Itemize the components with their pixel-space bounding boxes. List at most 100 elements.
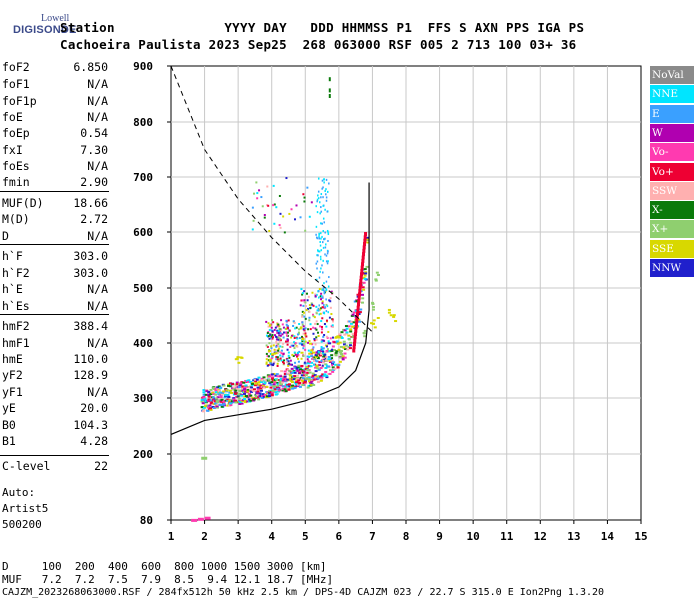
trace-point [219, 386, 223, 389]
spread-point [324, 246, 327, 249]
trace-point [289, 379, 293, 382]
x-tick-label: 11 [500, 530, 514, 543]
xplus-point [214, 393, 218, 396]
spread-point [275, 342, 278, 345]
spread-point [300, 342, 303, 345]
spread-point [277, 349, 280, 352]
trace-point [281, 381, 285, 384]
trace-point [297, 384, 301, 387]
spread-point [316, 293, 318, 296]
spread-point [318, 308, 321, 311]
trace-point [325, 374, 329, 377]
trace-point [336, 366, 340, 369]
param-name: h`E [2, 282, 23, 296]
spread-point [304, 229, 307, 232]
spread-point [325, 288, 328, 291]
trace-point [218, 403, 222, 406]
spread-point [275, 349, 278, 352]
trace-point [239, 401, 243, 404]
trace-point [258, 392, 262, 395]
spread-point [265, 361, 268, 364]
spread-point [280, 352, 283, 355]
spread-point [298, 328, 301, 331]
xplus-point [339, 345, 343, 348]
spread-point [279, 226, 282, 229]
trace-point [332, 349, 336, 352]
xplus-point [371, 308, 375, 311]
trace-point [249, 380, 253, 383]
sse-point [373, 326, 377, 329]
spread-point [321, 306, 324, 309]
trace-point [337, 364, 341, 367]
trace-point [224, 399, 228, 402]
spread-point [276, 362, 279, 365]
trace-point [264, 379, 268, 382]
vo-plus-column [353, 338, 357, 343]
trace-point [212, 388, 216, 391]
spread-point [265, 352, 268, 355]
vo-plus-column [362, 245, 366, 250]
trace-point [294, 383, 298, 386]
low-point [197, 517, 204, 521]
spread-point [295, 326, 298, 329]
spread-point [302, 304, 305, 307]
trace-point [320, 374, 324, 377]
trace-point [259, 389, 263, 392]
trace-point [366, 241, 370, 244]
xplus-point [374, 278, 378, 281]
y-tick-label: 200 [133, 448, 153, 461]
xplus-point [362, 332, 366, 335]
trace-point [241, 399, 245, 402]
spread-point [325, 298, 327, 301]
spread-point [316, 200, 318, 203]
sse-point [392, 315, 396, 318]
trace-point [209, 402, 213, 405]
spread-point [280, 359, 283, 362]
spread-point [312, 326, 315, 329]
trace-point [250, 388, 254, 391]
trace-point [202, 410, 206, 413]
spread-point [266, 185, 269, 188]
spread-point [272, 321, 275, 324]
spread-point [319, 325, 322, 328]
trace-point [343, 333, 347, 336]
trace-point [214, 387, 218, 390]
spread-point [324, 231, 326, 234]
x-tick-label: 6 [336, 530, 343, 543]
trace-point [306, 355, 310, 358]
spread-point [268, 337, 271, 340]
spread-point [325, 178, 328, 181]
spread-point [321, 235, 323, 238]
param-value: N/A [87, 229, 108, 243]
trace-point [338, 333, 342, 336]
spread-point [317, 334, 320, 337]
trace-point [334, 354, 338, 357]
trace-point [340, 337, 344, 340]
vo-plus-column [362, 248, 366, 253]
trace-point [247, 386, 251, 389]
sse-point [270, 353, 274, 356]
trace-point [265, 392, 269, 395]
spread-point [320, 249, 323, 252]
trace-point [325, 349, 329, 352]
trace-point [266, 374, 270, 377]
param-value: 104.3 [73, 418, 108, 432]
spread-point [328, 182, 330, 185]
trace-point [333, 367, 337, 370]
spread-point [302, 343, 305, 346]
param-name: hmF1 [2, 336, 30, 350]
trace-point [287, 383, 291, 386]
trace-point [277, 390, 281, 393]
spread-point [286, 326, 289, 329]
spread-point [326, 336, 329, 339]
trace-point [224, 394, 228, 397]
param-name: B1 [2, 434, 16, 448]
spread-point [328, 276, 330, 279]
trace-point [243, 388, 247, 391]
trace-point [361, 297, 365, 300]
trace-point [250, 384, 254, 387]
trace-point [281, 378, 285, 381]
trace-point [257, 376, 261, 379]
spread-point [289, 359, 292, 362]
vo-plus-column [359, 282, 362, 287]
